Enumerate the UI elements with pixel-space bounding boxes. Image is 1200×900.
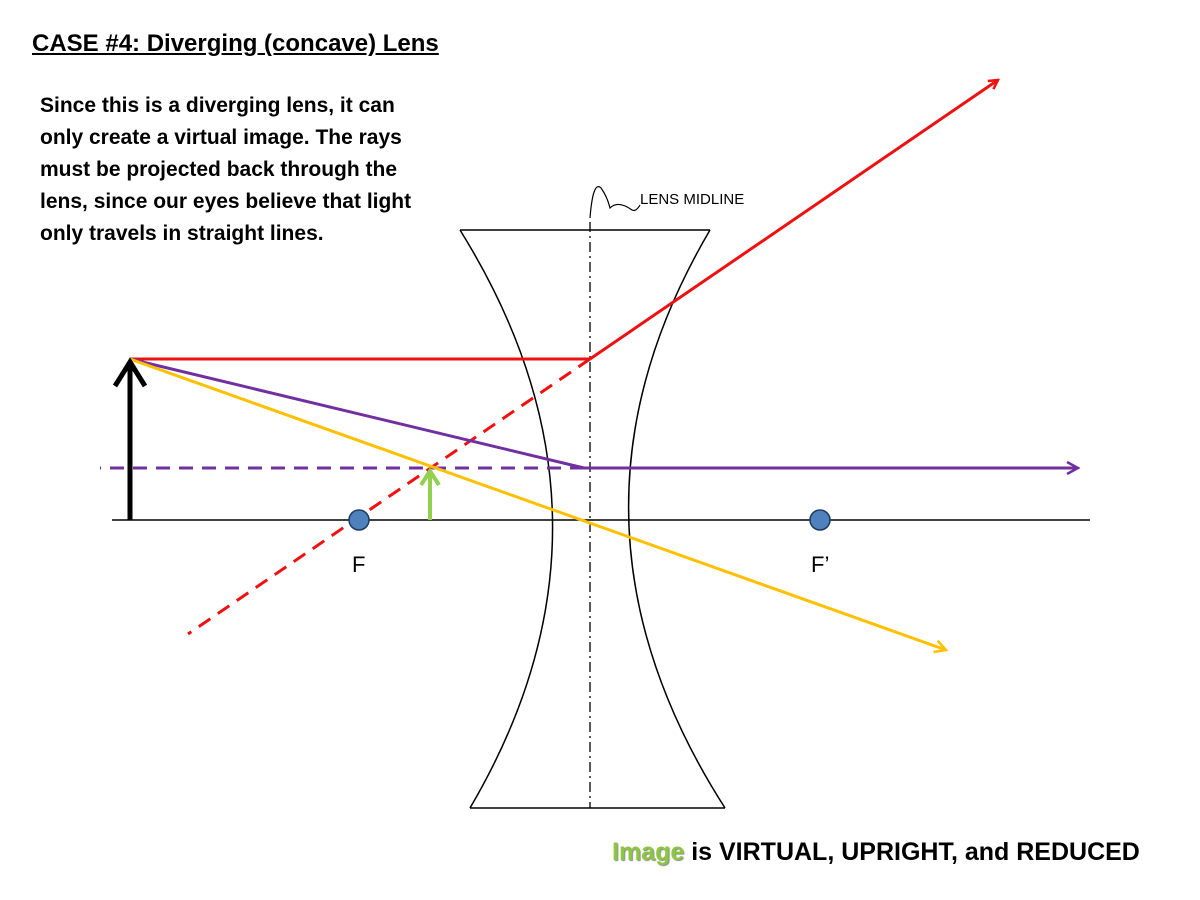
image-highlight-word: Image — [612, 838, 685, 866]
focal-point-right-label: F’ — [811, 552, 829, 577]
focal-point-right — [809, 509, 831, 531]
focal-point-left-label: F — [352, 552, 365, 577]
conclusion-rest: is VIRTUAL, UPRIGHT, and REDUCED — [684, 838, 1140, 866]
purple-ray-incident — [129, 357, 585, 470]
red-ray-refracted — [589, 80, 998, 361]
concave-lens — [459, 229, 726, 809]
page-title: CASE #4: Diverging (concave) Lens — [32, 30, 439, 57]
focal-point-left — [348, 509, 370, 531]
object-arrow — [112, 357, 148, 520]
lens-left-surface — [459, 229, 554, 809]
lens-right-surface — [627, 229, 726, 809]
image-arrow — [419, 467, 441, 520]
conclusion-text: Image is VIRTUAL, UPRIGHT, and REDUCED — [612, 838, 1140, 867]
yellow-ray — [129, 357, 946, 650]
red-ray-projection — [187, 357, 591, 636]
midline-callout-leader — [589, 186, 641, 219]
lens-midline-label: LENS MIDLINE — [640, 191, 744, 208]
intro-text: Since this is a diverging lens, it can o… — [40, 94, 412, 245]
